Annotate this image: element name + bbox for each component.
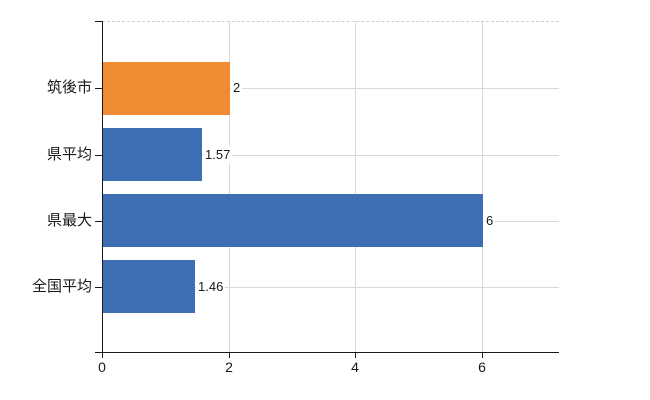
category-label: 県最大	[46, 211, 92, 229]
x-axis-tick	[102, 353, 103, 358]
value-label: 1.46	[196, 277, 226, 295]
gridline-horizontal	[102, 286, 559, 288]
gridline-vertical	[355, 21, 356, 352]
x-tick-label: 2	[225, 359, 233, 375]
y-axis	[102, 21, 103, 352]
y-axis-tick	[95, 88, 102, 89]
x-tick-label: 6	[478, 359, 486, 375]
x-axis-tick	[355, 353, 356, 358]
y-axis-tick	[95, 154, 102, 156]
y-axis-tick	[95, 220, 102, 222]
category-label: 筑後市	[46, 79, 92, 96]
x-tick-label: 4	[351, 359, 359, 375]
value-label: 1.57	[203, 145, 233, 163]
y-axis-tick	[95, 21, 102, 22]
category-label: 全国平均	[31, 277, 92, 295]
gridline-horizontal	[102, 154, 559, 156]
x-tick-label: 0	[98, 359, 106, 375]
gridline-horizontal	[102, 88, 559, 89]
plot-area: 2 1.57 6 1.46	[95, 21, 559, 358]
bar-4	[103, 260, 195, 313]
x-axis	[95, 352, 559, 353]
bar-3	[103, 194, 483, 247]
value-label: 2	[231, 79, 243, 96]
gridline-vertical	[482, 21, 483, 352]
bar-1	[103, 61, 230, 115]
value-label: 6	[484, 211, 496, 229]
y-axis-tick	[95, 286, 102, 288]
x-axis-tick	[482, 353, 483, 358]
gridline-vertical	[229, 21, 230, 352]
plot-top-border	[102, 21, 559, 22]
x-axis-tick	[229, 353, 230, 358]
bar-2	[103, 128, 202, 181]
category-label: 県平均	[46, 145, 92, 163]
